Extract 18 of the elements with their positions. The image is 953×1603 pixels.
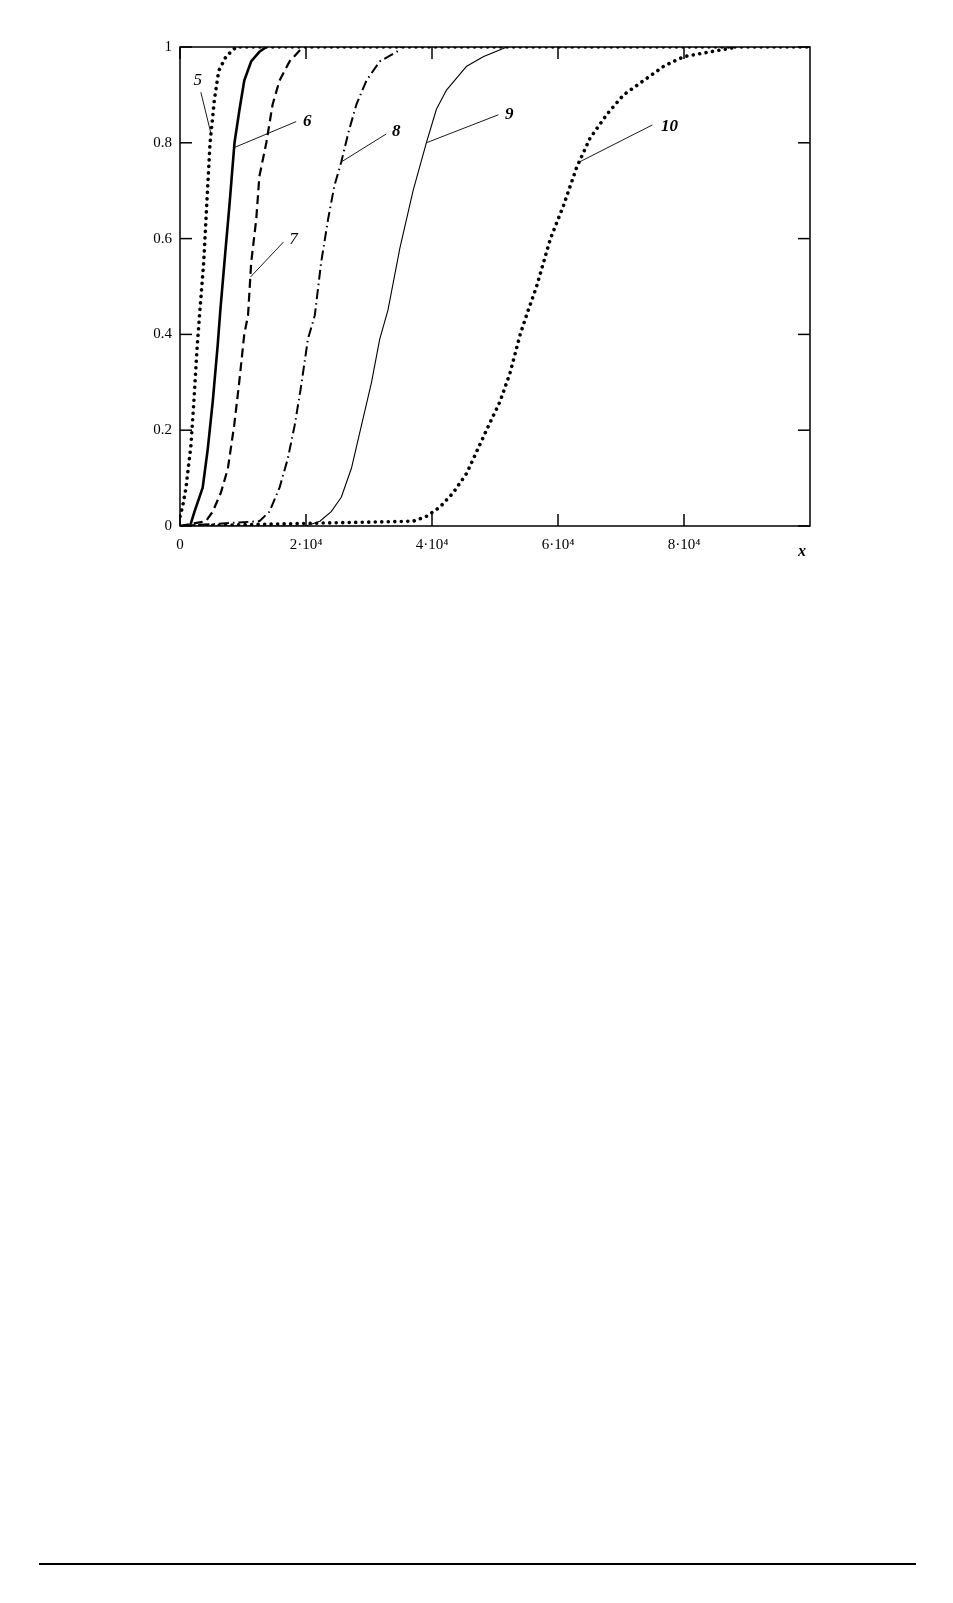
y-tick-label: 0.4 xyxy=(153,325,173,342)
x-tick-label: 6·10⁴ xyxy=(541,535,575,552)
annotation: 8 xyxy=(392,121,402,141)
y-tick-label: 1 xyxy=(164,37,172,54)
y-tick-label: 0.8 xyxy=(153,133,172,150)
x-tick-label: 4·10⁴ xyxy=(415,535,449,552)
y-tick-label: 0.6 xyxy=(153,229,173,246)
annotation: 7 xyxy=(289,229,300,249)
annotation: 10 xyxy=(660,116,679,136)
x-tick-label: 8·10⁴ xyxy=(667,535,701,552)
x-tick-label: 2·10⁴ xyxy=(289,535,323,552)
x-tick-label: 0 xyxy=(176,535,184,552)
annotation: 5 xyxy=(193,69,203,89)
y-tick-label: 0.2 xyxy=(153,421,172,438)
x-axis-title: x xyxy=(797,542,806,560)
y-tick-label: 0 xyxy=(164,516,172,533)
annotation: 6 xyxy=(302,110,312,130)
annotation: 9 xyxy=(505,104,515,124)
